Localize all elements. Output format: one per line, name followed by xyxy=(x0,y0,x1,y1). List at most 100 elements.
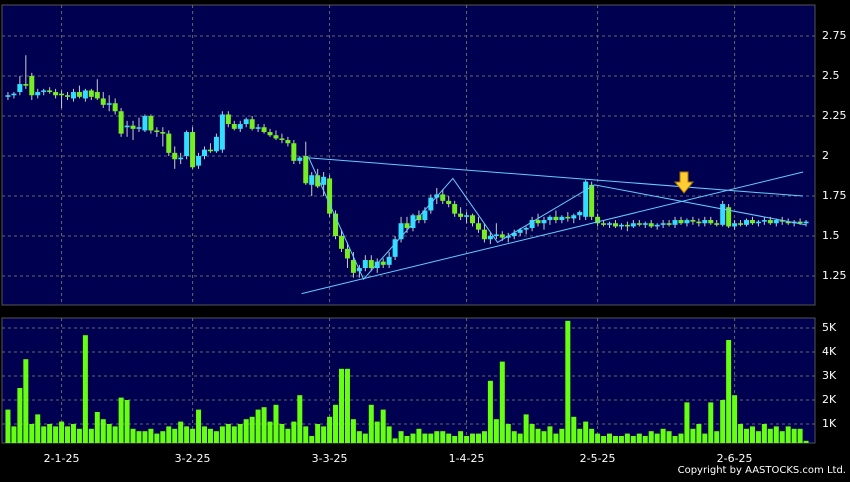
volume-bar xyxy=(65,426,71,443)
candle-body xyxy=(803,221,809,224)
volume-bar xyxy=(517,433,523,443)
candle-body xyxy=(29,76,35,96)
volume-bar xyxy=(618,435,624,443)
volume-bar xyxy=(333,404,339,443)
volume-bar xyxy=(499,361,505,443)
candle-body xyxy=(618,224,624,227)
volume-bar xyxy=(41,426,47,443)
volume-bar xyxy=(88,428,94,443)
y-tick-label: 3K xyxy=(822,369,837,382)
candle-body xyxy=(607,223,613,225)
y-tick-label: 1.75 xyxy=(822,189,847,202)
volume-bar xyxy=(285,428,291,443)
candle-body xyxy=(404,223,410,229)
candle-body xyxy=(523,228,529,230)
volume-bar xyxy=(243,419,249,443)
candle-body xyxy=(82,90,88,99)
volume-bar xyxy=(797,428,803,443)
volume-bar xyxy=(207,428,213,443)
candle-body xyxy=(541,220,547,224)
volume-bar xyxy=(225,423,231,443)
candle-body xyxy=(547,216,553,221)
volume-bar xyxy=(481,431,487,443)
x-tick-label: 2-5-25 xyxy=(580,452,616,465)
candle-body xyxy=(255,127,261,129)
candle-body xyxy=(452,204,458,214)
candle-body xyxy=(291,143,297,161)
candle-body xyxy=(344,248,350,259)
candle-body xyxy=(338,236,344,249)
volume-bar xyxy=(773,426,779,443)
volume-bar xyxy=(53,426,59,443)
volume-bar xyxy=(154,433,160,443)
volume-bar xyxy=(440,431,446,443)
volume-bar xyxy=(708,402,714,443)
volume-bar xyxy=(82,335,88,443)
volume-bar xyxy=(702,433,708,443)
volume-bar xyxy=(356,431,362,443)
volume-bar xyxy=(541,431,547,443)
candle-body xyxy=(458,213,464,217)
volume-bar xyxy=(350,419,356,443)
candle-body xyxy=(642,223,648,225)
volume-bar xyxy=(70,423,76,443)
volume-bar xyxy=(130,428,136,443)
volume-bar xyxy=(660,428,666,443)
candle-body xyxy=(714,223,720,225)
candle-body xyxy=(315,175,321,187)
candle-body xyxy=(773,220,779,224)
volume-bar xyxy=(523,414,529,443)
volume-bar xyxy=(249,416,255,443)
candle-body xyxy=(517,229,523,233)
candle-body xyxy=(130,125,136,129)
candle-body xyxy=(446,200,452,205)
candle-body xyxy=(261,127,267,133)
volume-bar xyxy=(202,426,208,443)
y-tick-label: 1.5 xyxy=(822,229,840,242)
candle-body xyxy=(648,223,654,227)
candle-body xyxy=(76,92,82,97)
volume-bar xyxy=(136,431,142,443)
volume-bar xyxy=(595,433,601,443)
volume-bar xyxy=(5,409,11,443)
candle-body xyxy=(720,204,726,225)
volume-bar xyxy=(577,428,583,443)
candle-body xyxy=(118,111,124,134)
volume-bar xyxy=(744,428,750,443)
candle-body xyxy=(416,215,422,221)
candle-body xyxy=(470,215,476,224)
candle-body xyxy=(172,152,178,160)
volume-bar xyxy=(755,431,761,443)
x-tick-label: 1-4-25 xyxy=(449,452,485,465)
candle-body xyxy=(202,149,208,157)
candle-body xyxy=(511,232,517,237)
volume-bar xyxy=(386,426,392,443)
candle-body xyxy=(767,220,773,224)
candle-body xyxy=(285,140,291,144)
candle-body xyxy=(386,256,392,265)
candle-body xyxy=(362,260,368,269)
candle-body xyxy=(100,98,106,105)
volume-bar xyxy=(398,431,404,443)
candle-body xyxy=(410,215,416,229)
volume-bar xyxy=(505,423,511,443)
candle-body xyxy=(136,127,142,129)
volume-bar xyxy=(720,399,726,443)
candle-body xyxy=(154,130,160,133)
candle-body xyxy=(207,149,213,152)
candle-body xyxy=(106,103,112,105)
candle-body xyxy=(368,260,374,269)
volume-bar xyxy=(589,428,595,443)
trend-line xyxy=(301,171,804,295)
volume-bar xyxy=(416,428,422,443)
x-tick-label: 2-1-25 xyxy=(44,452,80,465)
candle-body xyxy=(88,90,94,97)
candle-body xyxy=(398,223,404,240)
volume-bar xyxy=(267,421,273,443)
volume-bar xyxy=(696,423,702,443)
volume-bar xyxy=(446,433,452,443)
volume-bar xyxy=(785,426,791,443)
candle-body xyxy=(41,90,47,93)
volume-bar xyxy=(404,435,410,443)
candle-body xyxy=(589,184,595,217)
